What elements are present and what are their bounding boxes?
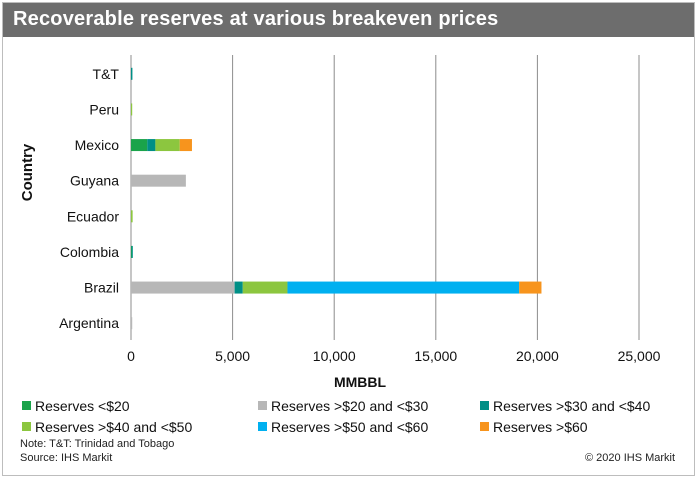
x-tick-label: 20,000 [516,348,559,364]
bar-segment [234,281,243,294]
bar-segment [519,281,542,294]
bar-segment [155,139,180,152]
bar-segment [179,139,192,152]
y-tick-label: Peru [89,101,119,117]
bar-segment [131,245,133,258]
bar-segment [131,317,133,330]
bar-segment [131,139,148,152]
y-tick-label: Ecuador [67,208,119,224]
bar-segment [147,139,156,152]
source-text: Source: IHS Markit [20,452,113,464]
y-tick-label: Brazil [84,280,119,296]
title-bar: Recoverable reserves at various breakeve… [3,3,694,37]
x-tick-label: 5,000 [215,348,250,364]
chart-frame: Recoverable reserves at various breakeve… [2,2,695,476]
bar-segment [287,281,520,294]
bar-segment [131,103,133,116]
bar-segment [131,174,186,187]
y-tick-label: Colombia [60,244,119,260]
bar-segment [131,245,133,258]
bar-segment [131,210,133,223]
x-tick-label: 10,000 [313,348,356,364]
bar-segment [131,67,133,80]
chart-title: Recoverable reserves at various breakeve… [13,8,499,30]
y-tick-label: T&T [93,66,120,82]
y-tick-label: Guyana [70,173,119,189]
copyright-text: © 2020 IHS Markit [585,452,676,464]
x-tick-label: 15,000 [414,348,457,364]
y-tick-label: Argentina [59,315,119,331]
y-axis-label: Country [19,143,36,201]
y-tick-label: Mexico [75,137,120,153]
x-axis-label: MMBBL [334,374,387,390]
x-tick-label: 0 [127,348,135,364]
bar-segment [131,281,235,294]
bar-segment [242,281,288,294]
x-tick-label: 25,000 [618,348,661,364]
note-text: Note: T&T: Trinidad and Tobago [20,438,175,450]
